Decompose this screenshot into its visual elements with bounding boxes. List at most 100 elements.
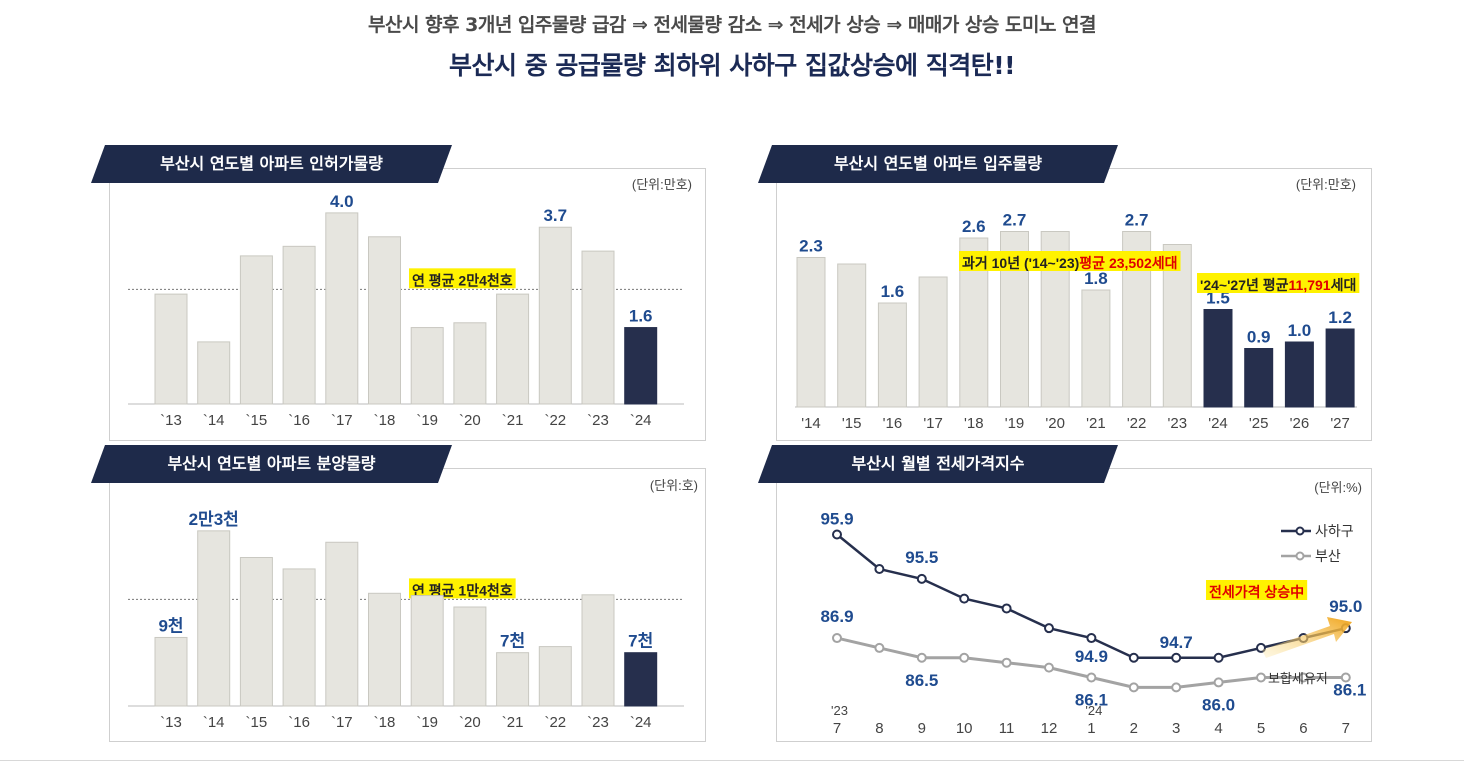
- chart3-series-1-label-6: 86.1: [1075, 690, 1108, 709]
- chart1-value-label-5: 2.7: [1003, 211, 1027, 230]
- chart2-bar-5: [368, 592, 401, 707]
- chart2-bar-0: [154, 636, 188, 707]
- chart3-series-0-point-9: [1213, 652, 1224, 663]
- chart1-tick-4: '18: [964, 415, 984, 432]
- chart3-series-1-point-7: [1128, 682, 1139, 693]
- chart3-series-1-label-2: 86.5: [905, 671, 938, 690]
- chart0-tick-2: `15: [246, 412, 268, 429]
- chart3-series-0-point-7: [1128, 652, 1139, 663]
- chart0-bar-9: [538, 226, 572, 405]
- chart3-legend-marker-1: [1295, 551, 1305, 561]
- chart1-annotation-future-text-1: 11,791: [1289, 277, 1331, 293]
- chart2-tick-2: `15: [246, 714, 268, 731]
- chart3-series-1-point-4: [1001, 657, 1012, 668]
- chart1-annotation-future-text-2: 세대: [1331, 277, 1357, 293]
- chart0-average-label-bg: [409, 268, 516, 289]
- chart3-series-0-point-1: [874, 564, 885, 575]
- chart2-tick-0: `13: [160, 714, 182, 731]
- chart2-bar-6: [410, 595, 444, 707]
- chart3-series-0-point-2: [916, 573, 927, 584]
- chart0-tick-7: `20: [459, 412, 481, 429]
- chart0-tick-11: `24: [630, 412, 652, 429]
- chart2-bar-3: [282, 568, 316, 707]
- chart0-tick-9: `22: [544, 412, 566, 429]
- chart0-unit: (단위:만호): [632, 177, 692, 192]
- chart0-bar-6: [410, 327, 444, 405]
- chart1-tick-7: '21: [1086, 415, 1106, 432]
- chart1-value-label-8: 2.7: [1125, 211, 1149, 230]
- chart1-tick-9: '23: [1168, 415, 1188, 432]
- chart2-tick-3: `16: [288, 714, 310, 731]
- chart1-bar-12: [1284, 341, 1314, 408]
- chart1-tick-0: '14: [801, 415, 821, 432]
- chart1-value-label-0: 2.3: [799, 237, 823, 256]
- chart0-tick-10: `23: [587, 412, 609, 429]
- chart3-series-1-point-12: [1340, 672, 1351, 683]
- chart1-bar-1: [837, 263, 867, 408]
- chart2-bar-9: [538, 646, 572, 707]
- chart1-bar-7: [1081, 289, 1111, 408]
- chart3-series-1-point-5: [1044, 662, 1054, 673]
- chart3-tick-11: 6: [1299, 720, 1307, 737]
- chart3-tick-7: 2: [1130, 720, 1138, 737]
- chart0-bar-1: [197, 341, 231, 405]
- panel-moveins-title: 부산시 연도별 아파트 입주물량: [758, 145, 1118, 183]
- chart0-bar-0: [154, 293, 188, 405]
- chart0-value-label-9: 3.7: [543, 206, 567, 225]
- panel-presale-title: 부산시 연도별 아파트 분양물량: [91, 445, 452, 483]
- chart2-tick-7: `20: [459, 714, 481, 731]
- chart3-series-0-point-3: [959, 593, 970, 604]
- chart0-tick-8: `21: [502, 412, 524, 429]
- chart0-tick-3: `16: [288, 412, 310, 429]
- panel-permits-title: 부산시 연도별 아파트 인허가물량: [91, 145, 452, 183]
- chart3-tick-8: 3: [1172, 720, 1180, 737]
- chart1-value-label-11: 0.9: [1247, 328, 1271, 347]
- chart3-note: 보합세유지: [1268, 671, 1328, 686]
- chart3-series-1-point-10: [1256, 672, 1266, 683]
- chart3-series-0-label-8: 94.7: [1160, 633, 1193, 652]
- chart0-bar-8: [496, 293, 530, 405]
- chart1-value-label-2: 1.6: [881, 282, 905, 301]
- chart3-trend-arrow: [1262, 617, 1352, 658]
- chart0-bar-10: [581, 250, 615, 405]
- chart2-bar-2: [239, 557, 273, 707]
- chart3-annotation-bg: [1206, 580, 1308, 600]
- chart0-tick-4: `17: [331, 412, 353, 429]
- chart1-value-label-13: 1.2: [1328, 308, 1352, 327]
- chart3-series-0-point-8: [1171, 652, 1182, 663]
- panel-jeonse-box: [776, 468, 1372, 742]
- chart3-tick-3: 10: [956, 720, 973, 737]
- chart3-tick-2: 9: [918, 720, 926, 737]
- chart3-legend-label-1: 부산: [1315, 548, 1341, 564]
- chart1-annotation-past-text-0: 과거 10년 ('14~'23): [962, 255, 1079, 271]
- chart1-tick-5: '19: [1005, 415, 1025, 432]
- chart2-value-label-8: 7천: [500, 632, 525, 651]
- chart2-value-label-0: 9천: [158, 616, 183, 635]
- chart1-bar-2: [877, 302, 907, 408]
- chart1-bar-10: [1203, 309, 1233, 408]
- chart0-bar-5: [368, 236, 401, 405]
- chart3-series-1-point-9: [1213, 677, 1224, 688]
- chart2-tick-9: `22: [544, 714, 566, 731]
- chart0-tick-5: `18: [374, 412, 396, 429]
- chart1-value-label-10: 1.5: [1206, 289, 1230, 308]
- chart3-tick-9: 4: [1214, 720, 1222, 737]
- panel-jeonse-title: 부산시 월별 전세가격지수: [758, 445, 1118, 483]
- chart3-series-1-label-12: 86.1: [1333, 680, 1366, 699]
- chart3-series-1-point-3: [959, 652, 970, 663]
- chart1-bar-0: [796, 257, 826, 408]
- chart1-annotation-future-text-0: '24~'27년 평균: [1200, 277, 1289, 293]
- chart1-bar-13: [1325, 328, 1355, 408]
- chart3-tick-6: 1: [1087, 720, 1095, 737]
- chart3-series-0-point-6: [1086, 633, 1097, 644]
- chart1-tick-3: '17: [923, 415, 943, 432]
- chart3-series-1-label-0: 86.9: [820, 607, 853, 626]
- chart2-value-label-11: 7천: [628, 632, 653, 651]
- chart3-series-0-label-2: 95.5: [905, 548, 938, 567]
- chart3-series-0-label-12: 95.0: [1329, 597, 1362, 616]
- chart2-average-label-text-0: 연 평균 1만4천호: [412, 582, 513, 598]
- chart1-tick-2: '16: [883, 415, 903, 432]
- chart3-tick-1: 8: [875, 720, 883, 737]
- chart1-tick-11: '25: [1249, 415, 1269, 432]
- chart1-tick-12: '26: [1290, 415, 1310, 432]
